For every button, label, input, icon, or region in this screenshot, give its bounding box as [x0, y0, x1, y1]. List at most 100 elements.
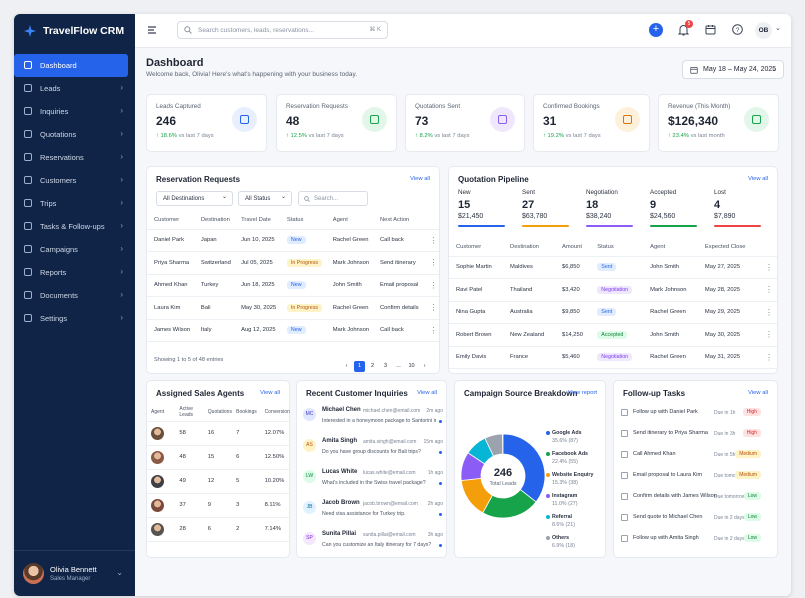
- chevron-down-icon[interactable]: ⌄: [116, 568, 123, 577]
- brand[interactable]: TravelFlow CRM: [23, 24, 124, 38]
- inquiry-message: Need visa assistance for Turkey trip.: [322, 511, 406, 517]
- table-row[interactable]: Ravi Patel Thailand $3,420 Negotiation Mark …: [449, 278, 777, 302]
- more-options-icon[interactable]: ⋮: [758, 256, 777, 279]
- inquiry-item[interactable]: JB Jacob Brown jacob.brown@email.com 2h ago…: [303, 498, 443, 529]
- table-row[interactable]: 37 9 3 8.11%: [147, 493, 289, 518]
- more-options-icon[interactable]: ⋮: [422, 251, 439, 275]
- inquiry-item[interactable]: LW Lucas White lucas.white@email.com 1h ago…: [303, 467, 443, 498]
- sidebar-item-leads[interactable]: Leads ›: [14, 77, 135, 100]
- table-row[interactable]: 28 6 2 7.14%: [147, 517, 289, 542]
- pipeline-stage[interactable]: Negotiation 18 $38,240: [586, 189, 633, 227]
- prev-page-button[interactable]: ‹: [345, 363, 348, 369]
- more-options-icon[interactable]: ⋮: [758, 278, 777, 302]
- table-search-input[interactable]: Search...: [298, 191, 368, 206]
- table-row[interactable]: Priya Sharma Switzerland Jul 05, 2025 In Pr…: [147, 251, 439, 275]
- view-all-link[interactable]: View all: [748, 176, 768, 182]
- legend-item: Google Ads 35.6% (87): [546, 430, 582, 444]
- table-cell: Jul 05, 2025: [234, 251, 280, 275]
- pipeline-stage[interactable]: Lost 4 $7,890: [714, 189, 761, 227]
- table-row[interactable]: Laura Kim Bali May 30, 2025 In Progress Rach…: [147, 296, 439, 320]
- view-report-link[interactable]: View report: [567, 390, 597, 396]
- calendar-icon[interactable]: [705, 24, 716, 35]
- table-row[interactable]: 49 12 5 10.20%: [147, 469, 289, 494]
- sidebar-item-dashboard[interactable]: Dashboard›: [14, 54, 128, 77]
- page-button[interactable]: 2: [370, 363, 375, 369]
- table-row[interactable]: Daniel Park Japan Jun 10, 2025 New Rachel Gr…: [147, 229, 439, 252]
- table-row[interactable]: Nina Gupta Australia $9,850 Sent Rachel Gree…: [449, 301, 777, 324]
- sidebar-item-settings[interactable]: Settings ›: [14, 307, 135, 330]
- sidebar-item-documents[interactable]: Documents ›: [14, 284, 135, 307]
- table-cell: Australia: [503, 301, 555, 324]
- pipeline-stage[interactable]: New 15 $21,450: [458, 189, 505, 227]
- user-avatar-button[interactable]: OB: [755, 22, 772, 39]
- view-all-link[interactable]: View all: [260, 390, 280, 396]
- sidebar-item-reports[interactable]: Reports ›: [14, 261, 135, 284]
- sidebar-item-tasks-follow-ups[interactable]: Tasks & Follow-ups ›: [14, 215, 135, 238]
- avatar: [151, 450, 164, 464]
- page-button[interactable]: 3: [383, 363, 388, 369]
- table-cell: 15: [203, 445, 233, 470]
- more-options-icon[interactable]: ⋮: [758, 346, 777, 369]
- more-options-icon[interactable]: ⋮: [758, 301, 777, 324]
- sidebar-item-campaigns[interactable]: Campaigns ›: [14, 238, 135, 261]
- task-checkbox[interactable]: [621, 514, 628, 521]
- table-row[interactable]: Emily Davis France $5,460 Negotiation Rachel…: [449, 346, 777, 369]
- view-all-link[interactable]: View all: [417, 390, 437, 396]
- sidebar-item-quotations[interactable]: Quotations ›: [14, 123, 135, 146]
- destination-filter[interactable]: All Destinations ⌄: [156, 191, 233, 206]
- view-all-link[interactable]: View all: [410, 176, 430, 182]
- donut-slice[interactable]: [502, 433, 546, 503]
- more-options-icon[interactable]: ⋮: [422, 319, 439, 342]
- more-options-icon[interactable]: ⋮: [422, 296, 439, 320]
- sidebar-item-customers[interactable]: Customers ›: [14, 169, 135, 192]
- next-page-button[interactable]: ›: [423, 363, 426, 369]
- help-icon[interactable]: ?: [732, 24, 743, 35]
- task-checkbox[interactable]: [621, 493, 628, 500]
- view-all-link[interactable]: View all: [748, 390, 768, 396]
- sidebar-item-label: Trips: [40, 199, 57, 208]
- legend-swatch: [546, 473, 550, 477]
- inquiry-item[interactable]: MC Michael Chen michael.chen@email.com 2m a…: [303, 405, 443, 436]
- pipeline-stage[interactable]: Sent 27 $63,780: [522, 189, 569, 227]
- chevron-down-icon[interactable]: ⌄: [775, 25, 781, 32]
- inquiry-item[interactable]: AS Amita Singh amita.singh@email.com 15m ag…: [303, 436, 443, 467]
- more-options-icon[interactable]: ⋮: [422, 274, 439, 297]
- unread-dot: [439, 513, 442, 516]
- task-due: Due in 1h: [714, 410, 736, 416]
- task-checkbox[interactable]: [621, 535, 628, 542]
- inquiry-email: lucas.white@email.com: [363, 470, 416, 476]
- more-options-icon[interactable]: ⋮: [422, 229, 439, 252]
- pipeline-stage[interactable]: Accepted 9 $24,560: [650, 189, 697, 227]
- sidebar-item-inquiries[interactable]: Inquiries ›: [14, 100, 135, 123]
- priority-badge: Medium: [735, 450, 761, 458]
- task-checkbox[interactable]: [621, 430, 628, 437]
- more-options-icon[interactable]: ⋮: [758, 323, 777, 347]
- kpi-label: Revenue (This Month): [668, 103, 731, 110]
- task-due: Due in 2 days: [714, 515, 745, 521]
- page-button[interactable]: 10: [408, 363, 415, 369]
- donut-slice[interactable]: [484, 433, 504, 457]
- task-checkbox[interactable]: [621, 409, 628, 416]
- table-row[interactable]: Robert Brown New Zealand $14,250 Accepted Jo…: [449, 323, 777, 347]
- table-cell: Thailand: [503, 278, 555, 302]
- table-row[interactable]: Sophie Martin Maldives $6,850 Sent John Smit…: [449, 256, 777, 279]
- menu-icon[interactable]: [147, 25, 157, 35]
- inquiry-item[interactable]: SP Sunita Pillai sunita.pillai@email.com 3h…: [303, 529, 443, 560]
- chevron-down-icon: ⌄: [221, 194, 227, 200]
- task-checkbox[interactable]: [621, 451, 628, 458]
- table-row[interactable]: Ahmed Khan Turkey Jun 18, 2025 New John Smit…: [147, 274, 439, 297]
- table-row[interactable]: James Wilson Italy Aug 12, 2025 New Mark Joh…: [147, 319, 439, 342]
- status-filter[interactable]: All Status ⌄: [238, 191, 292, 206]
- task-checkbox[interactable]: [621, 472, 628, 479]
- user-profile[interactable]: Olivia Bennett Sales Manager ⌄: [14, 550, 135, 596]
- sidebar-item-trips[interactable]: Trips ›: [14, 192, 135, 215]
- page-button[interactable]: 1: [354, 361, 365, 372]
- table-row[interactable]: 48 15 6 12.50%: [147, 445, 289, 470]
- add-button[interactable]: +: [649, 23, 663, 37]
- global-search-input[interactable]: Search customers, leads, reservations...…: [177, 21, 388, 39]
- avatar: AS: [303, 439, 316, 452]
- table-row[interactable]: 58 16 7 12.07%: [147, 421, 289, 446]
- date-range-picker[interactable]: May 18 – May 24, 2025 ⌄: [682, 60, 784, 79]
- sidebar-item-reservations[interactable]: Reservations ›: [14, 146, 135, 169]
- page-button[interactable]: ...: [396, 363, 401, 369]
